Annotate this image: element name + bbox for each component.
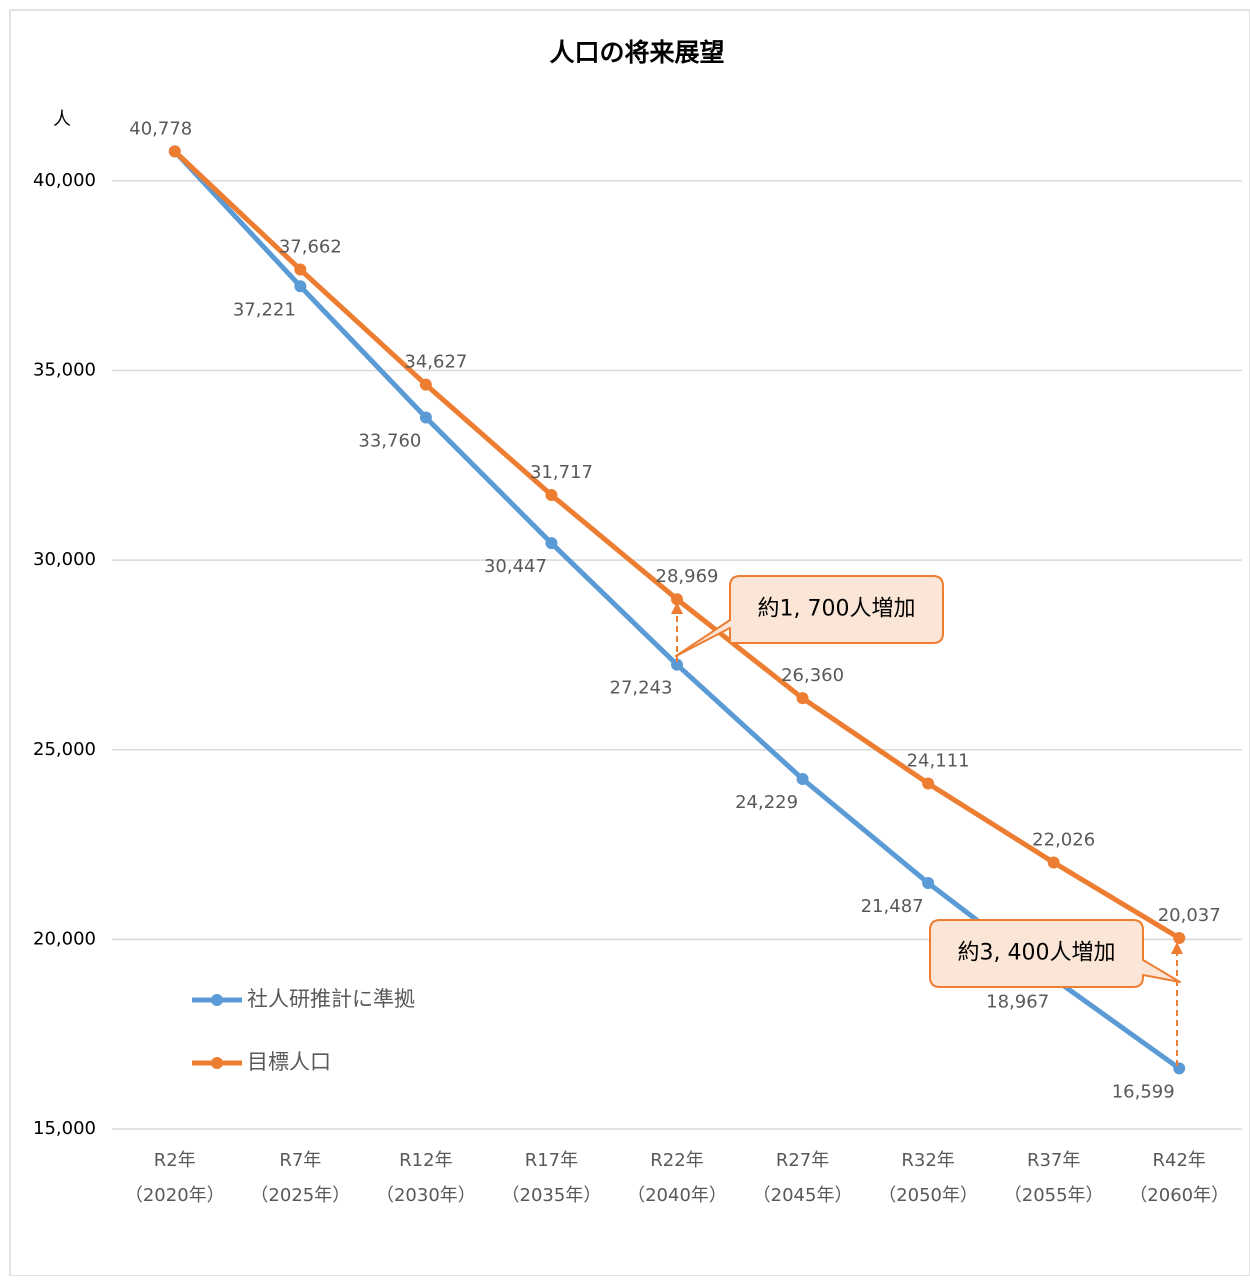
data-label: 31,717 (530, 462, 593, 483)
x-tick-year: （2040年） (627, 1185, 727, 1206)
x-tick-label: R32年 (901, 1150, 954, 1171)
y-tick-label: 40,000 (33, 170, 96, 191)
legend-label: 目標人口 (247, 1050, 331, 1074)
data-point (294, 263, 307, 276)
x-tick-label: R2年 (154, 1150, 196, 1171)
arrow-head (1171, 942, 1183, 954)
data-point (1173, 1062, 1186, 1075)
data-label: 30,447 (484, 556, 547, 577)
legend-marker (211, 994, 223, 1006)
data-point (294, 280, 307, 293)
data-label: 33,760 (358, 431, 421, 452)
data-point (419, 411, 432, 424)
data-point (419, 378, 432, 391)
data-point (1047, 856, 1060, 869)
data-point (545, 489, 558, 502)
legend-label: 社人研推計に準拠 (247, 987, 415, 1011)
data-point (922, 777, 935, 790)
x-tick-label: R37年 (1027, 1150, 1080, 1171)
data-point (796, 692, 809, 705)
callout (929, 919, 1181, 988)
chart-title: 人口の将来展望 (549, 38, 724, 67)
data-label: 18,967 (986, 992, 1049, 1013)
arrow-head (671, 602, 683, 614)
x-tick-label: R42年 (1153, 1150, 1206, 1171)
x-tick-label: R7年 (279, 1150, 321, 1171)
data-point (796, 772, 809, 785)
data-label: 37,221 (233, 299, 296, 320)
x-tick-label: R22年 (650, 1150, 703, 1171)
x-tick-year: （2050年） (878, 1185, 978, 1206)
y-unit: 人 (53, 109, 71, 130)
data-label: 28,969 (656, 566, 719, 587)
data-point (671, 593, 683, 606)
data-label: 24,111 (907, 750, 970, 771)
x-tick-year: （2045年） (753, 1185, 853, 1206)
data-point (671, 658, 683, 671)
x-tick-year: （2025年） (250, 1185, 350, 1206)
y-tick-label: 25,000 (33, 739, 96, 760)
x-tick-label: R12年 (399, 1150, 452, 1171)
callout-text: 約3, 400人増加 (958, 941, 1116, 966)
y-tick-label: 20,000 (33, 928, 96, 949)
data-point (168, 145, 181, 158)
x-tick-year: （2030年） (376, 1185, 476, 1206)
y-tick-label: 30,000 (33, 549, 96, 570)
callout-text: 約1, 700人増加 (758, 597, 916, 622)
data-label: 37,662 (279, 237, 342, 258)
x-tick-label: R27年 (776, 1150, 829, 1171)
data-label: 24,229 (735, 792, 798, 813)
x-tick-year: （2020年） (125, 1185, 225, 1206)
data-label: 27,243 (610, 678, 673, 699)
callout (675, 575, 944, 657)
x-tick-year: （2060年） (1129, 1185, 1229, 1206)
legend-marker (211, 1057, 223, 1069)
data-label: 34,627 (404, 352, 467, 373)
x-tick-year: （2055年） (1004, 1185, 1104, 1206)
x-tick-year: （2035年） (502, 1185, 602, 1206)
chart-frame (9, 9, 1250, 1277)
x-tick-label: R17年 (525, 1150, 578, 1171)
data-label: 20,037 (1158, 905, 1221, 926)
data-label: 22,026 (1032, 830, 1095, 851)
data-label: 26,360 (781, 665, 844, 686)
data-label: 40,778 (129, 118, 192, 139)
data-point (922, 876, 935, 889)
y-tick-label: 15,000 (33, 1118, 96, 1139)
data-point (545, 537, 558, 550)
y-tick-label: 35,000 (33, 360, 96, 381)
data-label: 16,599 (1112, 1081, 1175, 1102)
data-point (1173, 931, 1186, 944)
data-label: 21,487 (861, 896, 924, 917)
